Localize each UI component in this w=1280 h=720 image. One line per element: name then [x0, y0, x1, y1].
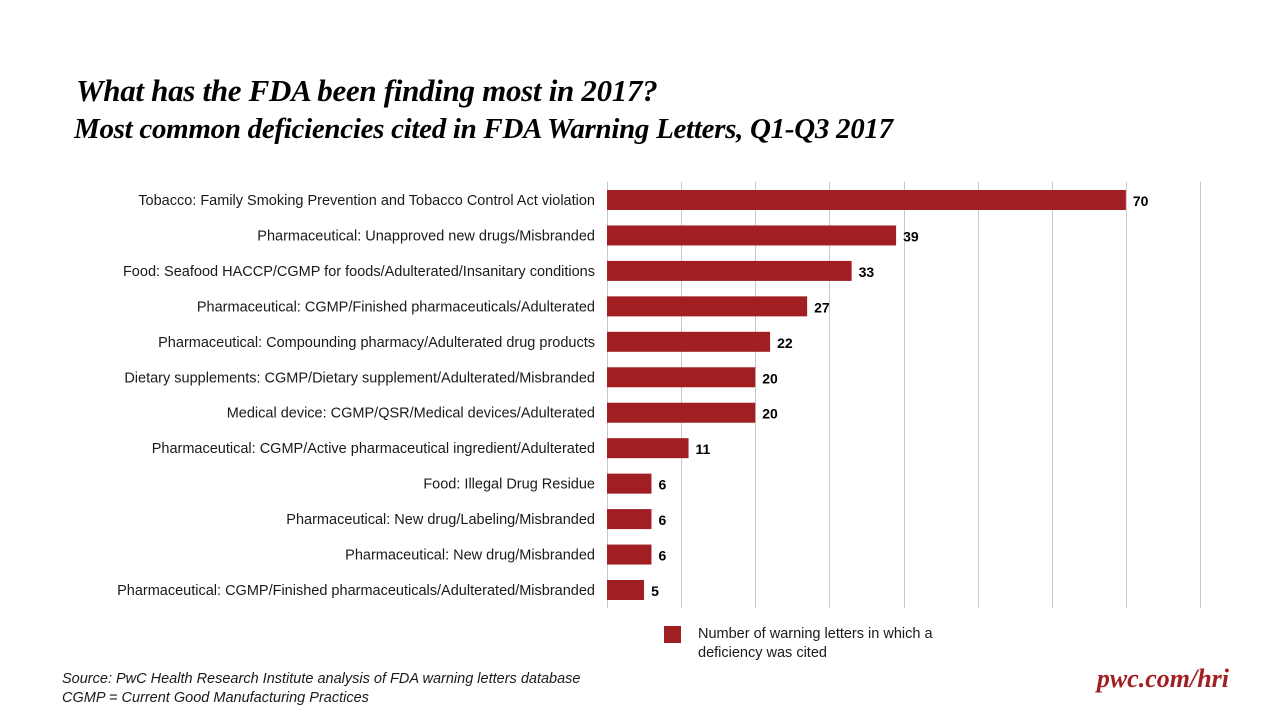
bar	[607, 296, 808, 317]
bar	[607, 225, 897, 246]
bar	[607, 438, 689, 459]
bar	[607, 509, 652, 530]
legend: Number of warning letters in which a def…	[664, 625, 978, 663]
bars	[607, 190, 1126, 600]
footnotes: Source: PwC Health Research Institute an…	[62, 670, 581, 708]
legend-swatch	[664, 626, 681, 643]
source-note: Source: PwC Health Research Institute an…	[62, 671, 581, 687]
category-label: Pharmaceutical: New drug/Misbranded	[345, 548, 595, 564]
chart-title: What has the FDA been finding most in 20…	[76, 73, 658, 108]
value-label: 6	[658, 512, 666, 528]
bar	[607, 367, 756, 388]
brand-link[interactable]: pwc.com/hri	[1096, 664, 1229, 693]
category-label: Food: Seafood HACCP/CGMP for foods/Adult…	[123, 264, 595, 280]
category-label: Pharmaceutical: Compounding pharmacy/Adu…	[158, 335, 595, 351]
category-label: Pharmaceutical: Unapproved new drugs/Mis…	[257, 228, 595, 244]
value-label: 33	[859, 264, 875, 280]
bar	[607, 331, 771, 352]
category-labels: Tobacco: Family Smoking Prevention and T…	[117, 193, 595, 599]
value-label: 20	[762, 406, 778, 422]
category-label: Tobacco: Family Smoking Prevention and T…	[138, 193, 595, 209]
value-label: 6	[658, 548, 666, 564]
legend-label: Number of warning letters in which a def…	[698, 626, 933, 661]
bar	[607, 473, 652, 494]
value-label: 27	[814, 299, 830, 315]
bar	[607, 190, 1126, 210]
bar	[607, 260, 852, 281]
value-label: 22	[777, 335, 793, 351]
bar	[607, 544, 652, 565]
value-label: 6	[658, 477, 666, 493]
category-label: Dietary supplements: CGMP/Dietary supple…	[124, 370, 595, 386]
value-label: 11	[696, 441, 711, 457]
abbreviation-note: CGMP = Current Good Manufacturing Practi…	[62, 690, 369, 706]
value-label: 39	[903, 228, 919, 244]
value-label: 20	[762, 370, 778, 386]
category-label: Medical device: CGMP/QSR/Medical devices…	[227, 406, 595, 422]
value-label: 5	[651, 583, 659, 599]
category-label: Pharmaceutical: CGMP/Active pharmaceutic…	[152, 441, 595, 457]
bar	[607, 402, 756, 423]
category-label: Pharmaceutical: CGMP/Finished pharmaceut…	[197, 299, 595, 315]
category-label: Pharmaceutical: New drug/Labeling/Misbra…	[286, 512, 595, 528]
chart-subtitle: Most common deficiencies cited in FDA Wa…	[74, 113, 893, 145]
gridlines	[607, 182, 1201, 608]
value-labels: 70 39 33 27 22 20 20 11 6 6 6 5	[651, 193, 1149, 599]
value-label: 70	[1133, 193, 1149, 209]
bar	[607, 580, 645, 600]
category-label: Pharmaceutical: CGMP/Finished pharmaceut…	[117, 583, 595, 599]
category-label: Food: Illegal Drug Residue	[423, 477, 595, 493]
